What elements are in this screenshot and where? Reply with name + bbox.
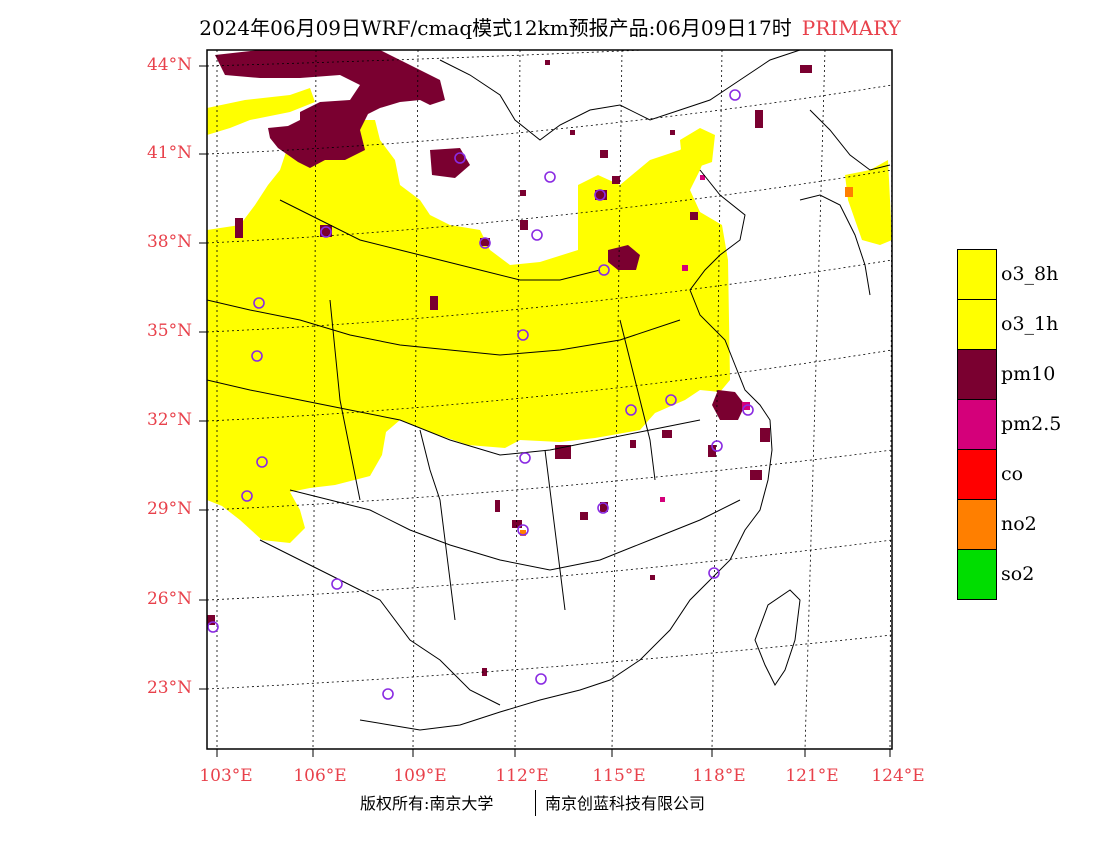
lon-label-112e: 112°E [495, 766, 549, 786]
lon-label-109e: 109°E [393, 766, 447, 786]
lat-label-23n: 23°N [146, 678, 192, 698]
legend-label: o3_1h [1001, 313, 1059, 335]
copyright-company: 南京创蓝科技有限公司 [545, 794, 706, 813]
legend-label: no2 [1001, 513, 1037, 535]
pm10-region-north [215, 50, 445, 168]
map-content [207, 50, 892, 749]
legend-item-so2: so2 [957, 549, 1077, 600]
o3-region [207, 120, 730, 543]
lon-label-115e: 115°E [592, 766, 646, 786]
legend-item-pm10: pm10 [957, 349, 1077, 400]
legend-item-pm25: pm2.5 [957, 399, 1077, 450]
no2-scatter [520, 187, 853, 536]
legend-swatch [957, 549, 997, 600]
pm10-region-hebei [608, 245, 640, 270]
lat-label-29n: 29°N [146, 499, 192, 519]
lat-label-44n: 44°N [146, 55, 192, 75]
legend-label: pm10 [1001, 363, 1056, 385]
o3-region-ne [845, 160, 892, 245]
legend-item-no2: no2 [957, 499, 1077, 550]
graticule [207, 50, 892, 749]
legend-item-co: co [957, 449, 1077, 500]
lon-label-118e: 118°E [692, 766, 746, 786]
legend-swatch [957, 399, 997, 450]
copyright-owner: 版权所有:南京大学 [360, 794, 494, 813]
legend: o3_8h o3_1h pm10 pm2.5 co no2 so2 [957, 249, 1077, 600]
footer-divider [535, 790, 536, 816]
lon-label-121e: 121°E [785, 766, 839, 786]
lat-label-26n: 26°N [146, 589, 192, 609]
title-text: 2024年06月09日WRF/cmaq模式12km预报产品:06月09日17时 [199, 16, 792, 40]
legend-item-o3-8h: o3_8h [957, 249, 1077, 300]
title-tag: PRIMARY [801, 16, 901, 40]
legend-item-o3-1h: o3_1h [957, 299, 1077, 350]
lon-label-103e: 103°E [199, 766, 253, 786]
map-frame [206, 49, 893, 750]
legend-swatch [957, 349, 997, 400]
legend-label: pm2.5 [1001, 413, 1062, 435]
pm10-scatter [207, 60, 812, 676]
o3-region-north [207, 88, 315, 135]
pm10-region-jiangsu [712, 390, 745, 420]
lat-label-38n: 38°N [146, 232, 192, 252]
legend-swatch [957, 249, 997, 300]
lon-label-106e: 106°E [293, 766, 347, 786]
lat-label-35n: 35°N [146, 321, 192, 341]
map-title: 2024年06月09日WRF/cmaq模式12km预报产品:06月09日17时 P… [0, 12, 1100, 41]
legend-label: o3_8h [1001, 263, 1059, 285]
legend-label: co [1001, 463, 1024, 485]
legend-swatch [957, 499, 997, 550]
lat-label-32n: 32°N [146, 410, 192, 430]
o3-region-liaodong [680, 128, 715, 168]
station-markers [207, 89, 754, 700]
legend-label: so2 [1001, 563, 1035, 585]
axis-ticks [199, 65, 891, 757]
boundaries [207, 50, 891, 731]
lat-label-41n: 41°N [146, 143, 192, 163]
legend-swatch [957, 449, 997, 500]
legend-swatch [957, 299, 997, 350]
pm10-region-innermongolia [430, 148, 470, 178]
lon-label-124e: 124°E [871, 766, 925, 786]
